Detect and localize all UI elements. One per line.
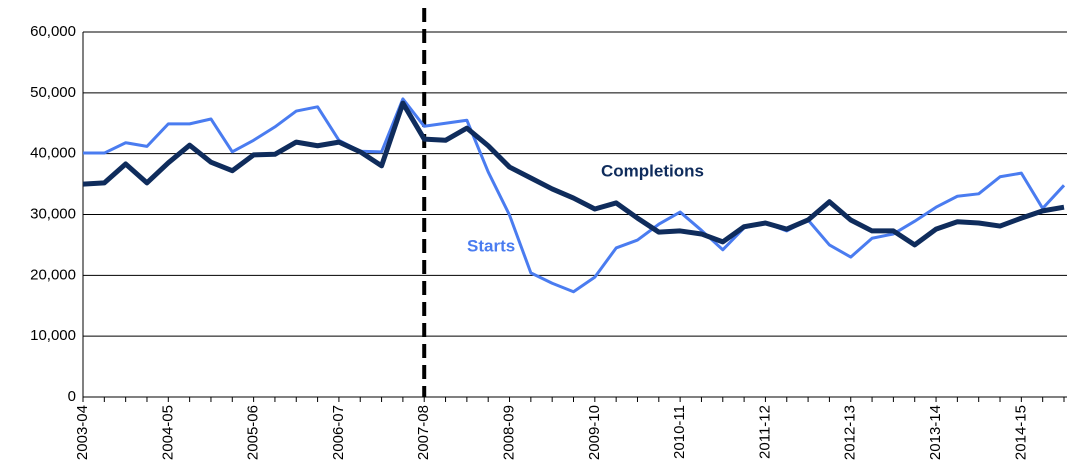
series-label: Completions [601,161,704,180]
x-tick-label: 2010-11 [671,405,688,459]
series-line [83,97,1066,294]
y-tick-label: 50,000 [30,84,76,101]
x-tick-label: 2012-13 [842,405,859,460]
series-line [82,100,1065,248]
y-tick-label: 0 [68,388,76,405]
y-tick-label: 10,000 [30,327,76,344]
x-tick-label: 2013-14 [927,405,944,460]
y-tick-label: 40,000 [30,145,76,162]
x-tick-label: 2011-12 [756,405,773,459]
x-tick-label: 2007-08 [415,405,432,460]
x-tick-label: 2014-15 [1012,405,1029,460]
x-tick-label: 2003-04 [74,405,91,460]
y-tick-label: 60,000 [30,23,76,40]
x-tick-label: 2005-06 [245,405,262,460]
x-tick-label: 2004-05 [159,405,176,460]
y-tick-label: 30,000 [30,205,76,222]
x-tick-label: 2008-09 [500,405,517,460]
x-tick-label: 2006-07 [330,405,347,460]
y-tick-label: 20,000 [30,266,76,283]
x-tick-label: 2009-10 [586,405,603,460]
series-label: Starts [467,236,515,255]
